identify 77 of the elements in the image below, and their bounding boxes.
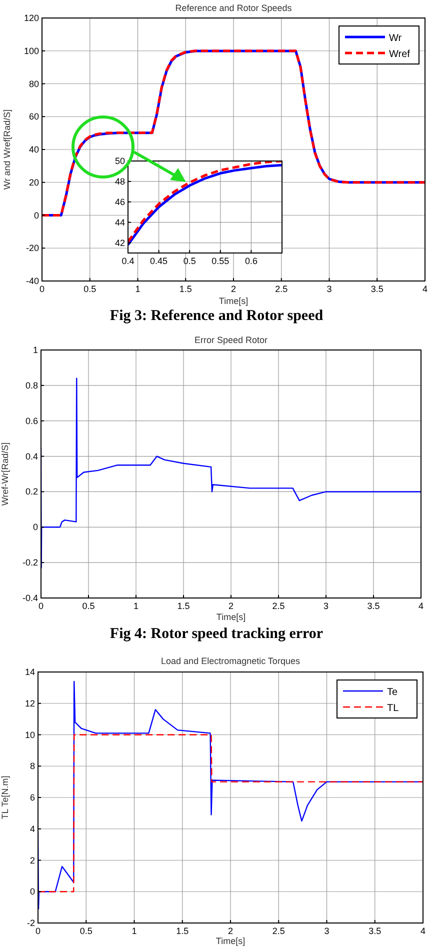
- x-tick-label: 2: [230, 284, 236, 294]
- x-tick-label: 1.5: [176, 926, 189, 936]
- y-tick-label: 80: [28, 78, 39, 89]
- y-tick-label: 4: [30, 824, 35, 834]
- line-series: [42, 50, 425, 216]
- x-tick-label: 3.5: [370, 284, 384, 294]
- x-tick-label: 3: [324, 926, 330, 936]
- x-tick-label: 0.5: [84, 284, 96, 294]
- y-axis-title: Wref-Wr[Rad/S]: [0, 442, 10, 506]
- x-tick-label: 2.5: [275, 284, 288, 294]
- x-tick-label: 1.5: [179, 284, 192, 294]
- x-tick-label: 0.4: [122, 256, 134, 266]
- y-tick-label: 40: [28, 144, 39, 154]
- caption: Fig 4: Rotor speed tracking error: [110, 626, 324, 642]
- y-tick-label: -20: [26, 243, 39, 254]
- x-tick-label: 3.5: [368, 926, 382, 936]
- y-tick-label: 0.6: [25, 416, 38, 426]
- x-tick-label: 3: [323, 601, 329, 611]
- x-tick-label: 2: [228, 926, 234, 936]
- chart-title: Reference and Rotor Speeds: [175, 3, 292, 13]
- y-tick-label: 100: [24, 46, 39, 56]
- y-tick-label: -40: [26, 276, 39, 286]
- x-tick-label: 4: [418, 601, 424, 611]
- chart-title: Load and Electromagnetic Torques: [161, 656, 300, 666]
- x-tick-label: 3: [326, 284, 332, 294]
- legend-label: Wr: [389, 33, 402, 44]
- y-tick-label: -0.2: [22, 558, 38, 568]
- y-tick-label: 120: [24, 13, 39, 23]
- y-tick-label: 20: [28, 177, 39, 188]
- x-axis-title: Time[s]: [216, 936, 246, 946]
- y-tick-label: 0.4: [25, 451, 38, 462]
- line-series: [41, 378, 421, 568]
- y-tick-label: 46: [114, 196, 125, 207]
- y-tick-label: -0.4: [22, 593, 38, 603]
- y-tick-label: 0: [34, 210, 39, 220]
- x-tick-label: 4: [422, 284, 428, 294]
- y-tick-label: 14: [24, 667, 35, 677]
- x-tick-label: 2: [228, 601, 234, 611]
- y-tick-label: 6: [30, 792, 35, 802]
- y-tick-label: 50: [114, 156, 125, 166]
- x-tick-label: 4: [420, 926, 426, 936]
- y-tick-label: 8: [30, 761, 35, 772]
- chart-title: Error Speed Rotor: [194, 335, 268, 345]
- y-tick-label: -2: [26, 918, 35, 928]
- caption: Fig 3: Reference and Rotor speed: [110, 308, 324, 324]
- x-tick-label: 0.45: [150, 256, 168, 266]
- y-tick-label: 0.8: [25, 380, 38, 390]
- x-tick-label: 1: [135, 284, 140, 294]
- x-tick-label: 2.5: [272, 601, 285, 611]
- y-axis-title: Wr and Wref[Rad/S]: [2, 109, 12, 190]
- x-tick-label: 2.5: [272, 926, 285, 936]
- x-tick-label: 0.6: [244, 256, 258, 266]
- legend-label: Wref: [389, 49, 410, 60]
- y-tick-label: 60: [28, 112, 39, 122]
- x-axis-title: Time[s]: [218, 296, 248, 306]
- x-axis-title: Time[s]: [216, 612, 246, 622]
- x-tick-label: 1: [133, 601, 139, 611]
- x-tick-label: 0.5: [80, 926, 92, 936]
- y-tick-label: 0: [32, 522, 38, 532]
- y-tick-label: 48: [114, 176, 125, 186]
- y-tick-label: 44: [114, 217, 125, 228]
- legend-label: TL: [387, 703, 400, 714]
- x-tick-label: 0.55: [212, 256, 230, 266]
- y-tick-label: 10: [24, 730, 35, 740]
- y-tick-label: 42: [114, 238, 125, 248]
- y-tick-label: 1: [32, 345, 38, 355]
- x-tick-label: 3.5: [367, 601, 380, 611]
- y-tick-label: 0.2: [25, 486, 38, 497]
- y-tick-label: 0: [30, 886, 35, 897]
- y-axis-title: TL Te[N.m]: [0, 776, 10, 820]
- y-tick-label: 2: [30, 855, 35, 866]
- y-tick-label: 12: [24, 698, 35, 708]
- legend-label: Te: [387, 687, 398, 698]
- x-tick-label: 0.5: [82, 601, 95, 611]
- x-tick-label: 1: [132, 926, 137, 936]
- x-tick-label: 1.5: [177, 601, 190, 611]
- x-tick-label: 0.5: [183, 256, 196, 266]
